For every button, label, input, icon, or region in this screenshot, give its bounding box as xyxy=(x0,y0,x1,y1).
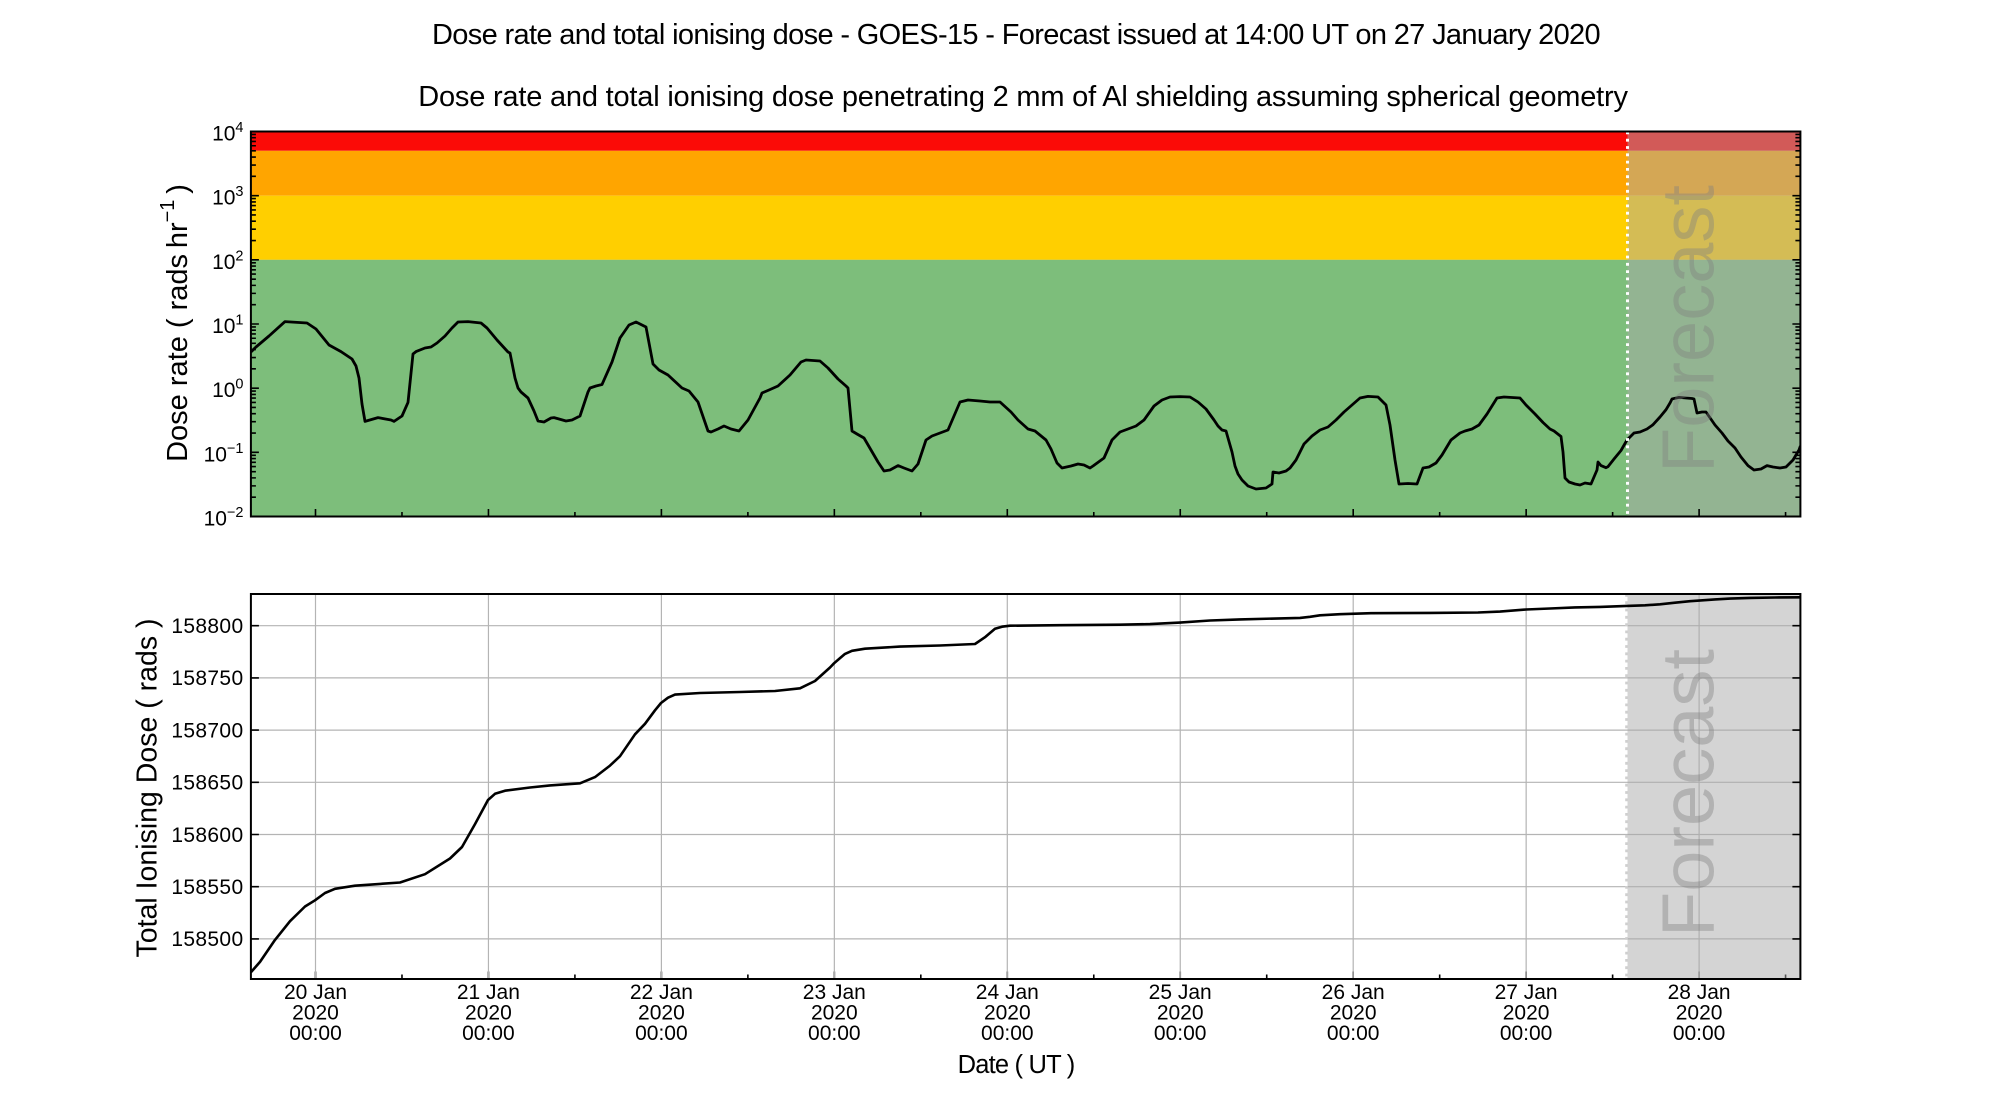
svg-text:25 Jan: 25 Jan xyxy=(1149,981,1212,1004)
svg-text:Total Ionising Dose ( rads ): Total Ionising Dose ( rads ) xyxy=(132,619,164,958)
svg-text:23 Jan: 23 Jan xyxy=(803,981,866,1004)
svg-text:26 Jan: 26 Jan xyxy=(1322,981,1385,1004)
svg-text:102: 102 xyxy=(212,248,243,274)
svg-text:00:00: 00:00 xyxy=(1500,1022,1553,1045)
svg-text:00:00: 00:00 xyxy=(1327,1022,1380,1045)
svg-text:158550: 158550 xyxy=(171,876,243,899)
svg-text:2020: 2020 xyxy=(984,1002,1031,1025)
svg-text:00:00: 00:00 xyxy=(635,1022,688,1045)
svg-text:158700: 158700 xyxy=(171,719,243,742)
svg-text:00:00: 00:00 xyxy=(808,1022,861,1045)
svg-text:158600: 158600 xyxy=(171,824,243,847)
svg-text:2020: 2020 xyxy=(638,1002,685,1025)
svg-text:22 Jan: 22 Jan xyxy=(630,981,693,1004)
svg-text:2020: 2020 xyxy=(811,1002,858,1025)
svg-text:27 Jan: 27 Jan xyxy=(1495,981,1558,1004)
svg-text:Forecast: Forecast xyxy=(1647,649,1730,937)
svg-text:00:00: 00:00 xyxy=(462,1022,515,1045)
svg-text:158500: 158500 xyxy=(171,928,243,951)
svg-text:00:00: 00:00 xyxy=(289,1022,342,1045)
svg-text:20 Jan: 20 Jan xyxy=(284,981,347,1004)
svg-text:00:00: 00:00 xyxy=(1154,1022,1207,1045)
svg-text:2020: 2020 xyxy=(1157,1002,1204,1025)
svg-text:00:00: 00:00 xyxy=(981,1022,1034,1045)
svg-text:Dose rate and total ionising d: Dose rate and total ionising dose penetr… xyxy=(418,81,1628,113)
svg-text:2020: 2020 xyxy=(465,1002,512,1025)
svg-text:158650: 158650 xyxy=(171,772,243,795)
svg-text:2020: 2020 xyxy=(1503,1002,1550,1025)
svg-text:00:00: 00:00 xyxy=(1673,1022,1726,1045)
svg-text:24 Jan: 24 Jan xyxy=(976,981,1039,1004)
svg-text:158800: 158800 xyxy=(171,615,243,638)
svg-text:Date ( UT ): Date ( UT ) xyxy=(958,1051,1075,1079)
svg-text:158750: 158750 xyxy=(171,667,243,690)
svg-text:Dose rate and total ionising d: Dose rate and total ionising dose - GOES… xyxy=(432,19,1600,51)
svg-text:21 Jan: 21 Jan xyxy=(457,981,520,1004)
svg-text:2020: 2020 xyxy=(1330,1002,1377,1025)
svg-text:28 Jan: 28 Jan xyxy=(1668,981,1731,1004)
svg-text:10−2: 10−2 xyxy=(204,505,244,531)
svg-text:2020: 2020 xyxy=(292,1002,339,1025)
svg-text:Dose rate ( rads hr−1 ): Dose rate ( rads hr−1 ) xyxy=(157,184,194,462)
svg-text:Forecast: Forecast xyxy=(1647,185,1730,473)
svg-text:2020: 2020 xyxy=(1676,1002,1723,1025)
